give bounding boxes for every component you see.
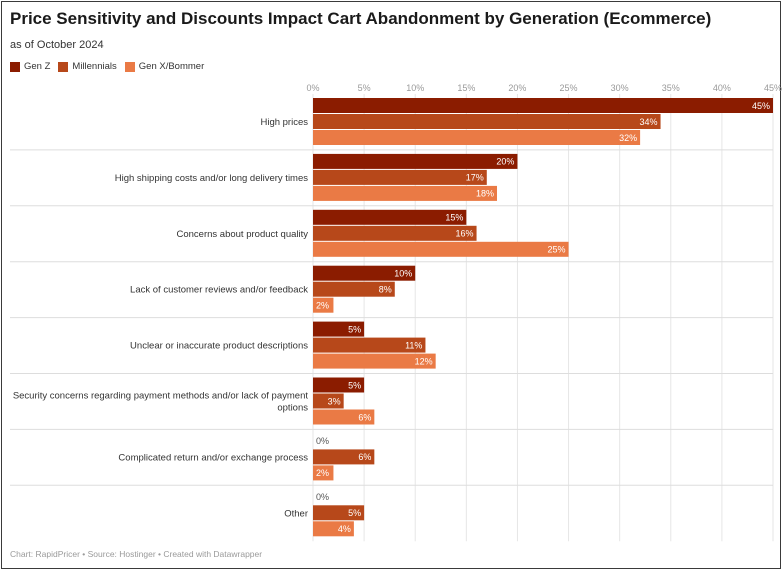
category-label-other: Other [284, 508, 308, 519]
x-tick-label: 10% [406, 83, 424, 93]
category-label-lack-of-customer-reviews-and-or-feedback: Lack of customer reviews and/or feedback [130, 285, 308, 296]
category-label-security-concerns-regarding-payment-meth: Security concerns regarding payment meth… [13, 391, 309, 402]
x-tick-label: 5% [358, 83, 371, 93]
bar-gen-z [313, 153, 518, 169]
bar-gen-x-bommer [313, 130, 641, 145]
chart-title: Price Sensitivity and Discounts Impact C… [10, 9, 712, 28]
value-label-gen-z: 5% [348, 324, 361, 334]
value-label-gen-z: 0% [316, 492, 329, 502]
chart-footer: Chart: RapidPricer • Source: Hostinger •… [10, 549, 263, 559]
value-label-gen-z: 0% [316, 436, 329, 446]
bar-millennials [313, 114, 661, 129]
bar-millennials [313, 225, 477, 241]
bar-gen-z [313, 209, 467, 225]
bar-millennials [313, 505, 365, 521]
value-label-millennials: 3% [328, 396, 341, 406]
legend-label-millennials: Millennials [72, 61, 117, 72]
value-label-millennials: 8% [379, 285, 392, 295]
value-label-millennials: 34% [640, 117, 658, 127]
x-tick-label: 0% [306, 83, 319, 93]
bar-gen-x-bommer [313, 521, 354, 537]
category-label-high-prices: High prices [260, 117, 308, 128]
value-label-gen-z: 5% [348, 380, 361, 390]
x-tick-label: 30% [611, 83, 629, 93]
legend-item-gen-x-boomer: Gen X/Bommer [124, 61, 205, 72]
legend-swatch-millennials [58, 61, 69, 72]
x-tick-label: 40% [713, 83, 731, 93]
value-label-gen-x-bommer: 18% [476, 189, 494, 199]
value-label-gen-z: 15% [445, 213, 463, 223]
value-label-millennials: 11% [405, 340, 422, 350]
bar-gen-x-bommer [313, 409, 375, 425]
bar-millennials [313, 281, 395, 297]
value-label-gen-z: 10% [394, 269, 412, 279]
legend-item-millennials: Millennials [58, 61, 117, 72]
value-label-gen-x-bommer: 2% [316, 301, 329, 311]
value-label-millennials: 16% [456, 229, 474, 239]
legend-swatch-gen-x-boomer [124, 61, 135, 72]
bar-millennials [313, 337, 426, 353]
value-label-millennials: 6% [358, 452, 371, 462]
legend-item-gen-z: Gen Z [10, 61, 50, 72]
x-tick-label: 25% [560, 83, 578, 93]
x-tick-label: 15% [457, 83, 475, 93]
bar-gen-z [313, 321, 365, 337]
value-label-gen-x-bommer: 4% [338, 524, 351, 534]
bar-gen-x-bommer [313, 185, 497, 201]
bar-gen-x-bommer [313, 353, 436, 369]
legend-swatch-gen-z [10, 61, 20, 72]
value-label-gen-z: 45% [752, 101, 770, 111]
value-label-gen-x-bommer: 2% [316, 468, 329, 478]
category-label-security-concerns-regarding-payment-meth: options [277, 403, 308, 414]
value-label-gen-x-bommer: 12% [415, 356, 433, 366]
category-label-concerns-about-product-quality: Concerns about product quality [177, 229, 309, 240]
bar-gen-x-bommer [313, 297, 334, 313]
legend-label-gen-z: Gen Z [24, 61, 51, 72]
category-label-unclear-or-inaccurate-product-descriptio: Unclear or inaccurate product descriptio… [130, 341, 308, 352]
value-label-gen-x-bommer: 25% [548, 245, 566, 255]
x-tick-label: 35% [662, 83, 680, 93]
x-tick-label: 45% [764, 83, 782, 93]
bar-millennials [313, 169, 487, 185]
bar-millennials [313, 449, 375, 465]
category-label-high-shipping-costs-and-or-long-delivery: High shipping costs and/or long delivery… [115, 173, 309, 184]
bar-gen-x-bommer [313, 465, 334, 481]
legend: Gen Z Millennials Gen X/Bommer [10, 61, 204, 72]
category-label-complicated-return-and-or-exchange-proce: Complicated return and/or exchange proce… [118, 452, 308, 463]
bar-millennials [313, 393, 344, 409]
value-label-millennials: 17% [466, 173, 484, 183]
bar-gen-z [313, 377, 365, 393]
chart-subtitle: as of October 2024 [10, 39, 104, 51]
value-label-gen-x-bommer: 6% [358, 412, 371, 422]
bar-gen-z [313, 98, 773, 113]
x-tick-label: 20% [508, 83, 526, 93]
value-label-gen-z: 20% [496, 157, 514, 167]
bar-gen-z [313, 265, 416, 281]
value-label-millennials: 5% [348, 508, 361, 518]
legend-label-gen-x-boomer: Gen X/Bommer [138, 61, 205, 72]
bar-gen-x-bommer [313, 241, 569, 257]
value-label-gen-x-bommer: 32% [619, 133, 637, 143]
